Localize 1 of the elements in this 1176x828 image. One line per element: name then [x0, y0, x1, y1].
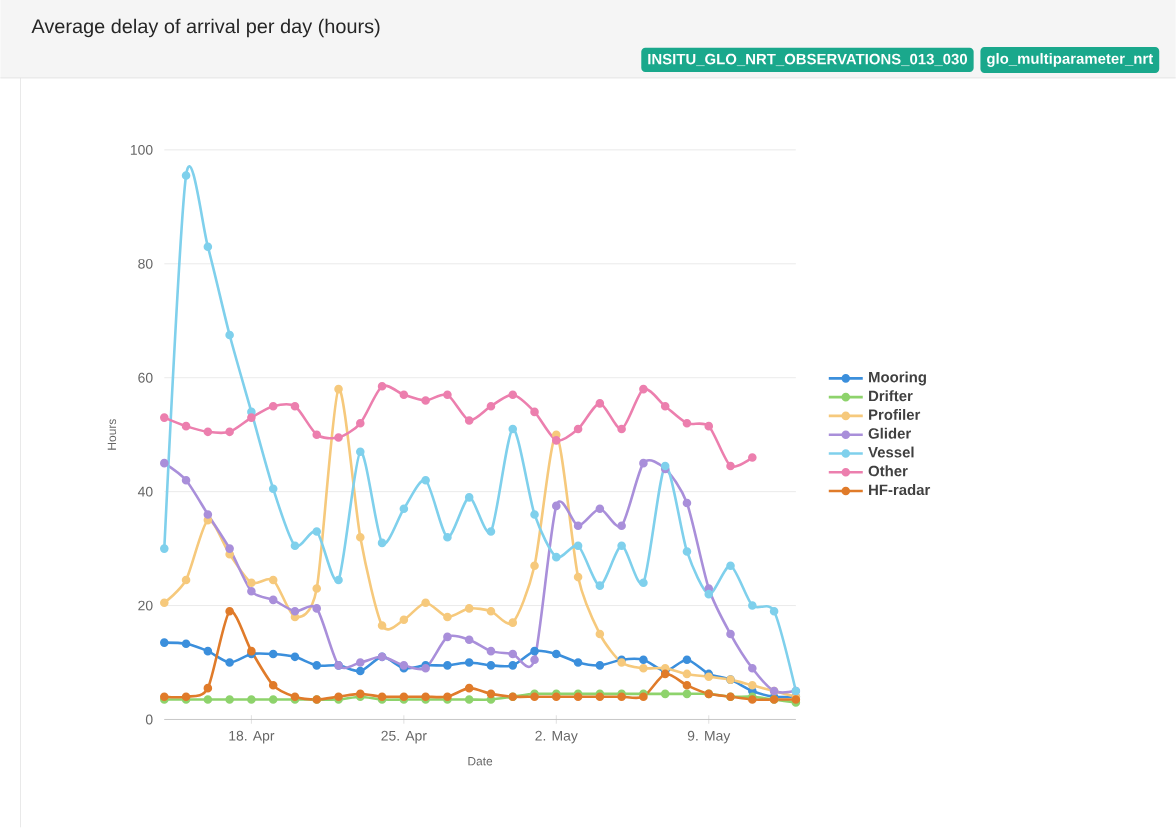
chart-title: Average delay of arrival per day (hours)	[31, 18, 380, 38]
